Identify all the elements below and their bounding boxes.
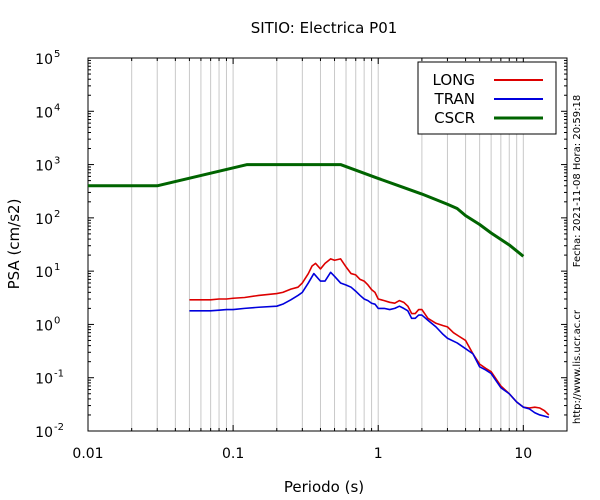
x-axis-label: Periodo (s) xyxy=(284,478,364,496)
y-tick-label-base: 10 xyxy=(35,372,53,388)
y-tick-label-exp: 4 xyxy=(54,102,60,113)
y-tick-label: 10 2 xyxy=(35,209,60,228)
x-tick-labels: 0.01 0.1 1 10 xyxy=(72,446,532,462)
legend-label-tran: TRAN xyxy=(434,90,475,108)
series-line-tran xyxy=(189,271,550,419)
y-tick-label: 10 3 xyxy=(35,156,60,175)
y-tick-label-base: 10 xyxy=(35,212,53,228)
y-tick-label: 10 0 xyxy=(35,315,60,334)
y-tick-label-base: 10 xyxy=(35,52,53,68)
chart-title: SITIO: Electrica P01 xyxy=(251,19,398,37)
legend-label-long: LONG xyxy=(433,71,475,89)
x-tick-label: 10 xyxy=(514,446,532,462)
y-tick-label: 10 1 xyxy=(35,262,60,281)
y-tick-label-base: 10 xyxy=(35,105,53,121)
y-tick-label-base: 10 xyxy=(35,425,53,441)
series-layer xyxy=(88,163,550,419)
y-tick-label-exp: -2 xyxy=(54,422,64,433)
y-tick-label: 10 -1 xyxy=(35,369,64,388)
y-tick-label-exp: -1 xyxy=(54,369,64,380)
y-tick-label: 10 4 xyxy=(35,102,60,121)
x-tick-label: 0.1 xyxy=(222,446,244,462)
y-tick-label-exp: 5 xyxy=(54,49,60,60)
side-text-date: Fecha: 2021-11-08 Hora: 20:59:18 xyxy=(572,95,583,268)
series-line-cscr xyxy=(88,163,525,258)
axis-ticks xyxy=(88,58,568,432)
x-tick-label: 0.01 xyxy=(72,446,103,462)
y-tick-label-exp: 3 xyxy=(54,156,60,167)
y-tick-label-base: 10 xyxy=(35,265,53,281)
side-text-url: http://www.lis.ucr.ac.cr xyxy=(572,309,583,424)
y-tick-label-base: 10 xyxy=(35,159,53,175)
y-axis-label: PSA (cm/s2) xyxy=(5,199,23,290)
legend: LONG TRAN CSCR xyxy=(417,61,557,135)
y-tick-label: 10 5 xyxy=(35,49,60,68)
series-line-long xyxy=(189,258,550,416)
y-tick-label-exp: 1 xyxy=(54,262,60,273)
y-tick-label-exp: 0 xyxy=(54,315,60,326)
x-tick-label: 1 xyxy=(374,446,383,462)
legend-label-cscr: CSCR xyxy=(434,109,475,127)
y-tick-label: 10 -2 xyxy=(35,422,64,441)
plot-frame xyxy=(87,57,568,432)
y-tick-label-exp: 2 xyxy=(54,209,60,220)
y-tick-label-base: 10 xyxy=(35,318,53,334)
